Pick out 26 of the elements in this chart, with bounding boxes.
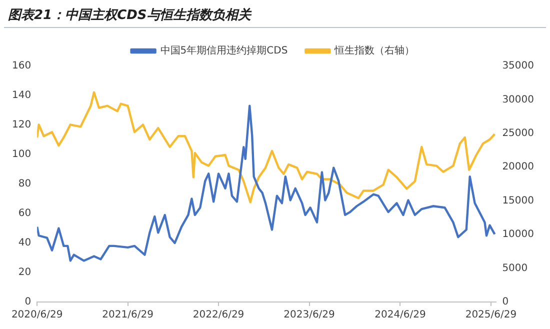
- y-tick-label: 20: [18, 267, 32, 278]
- y2-tick-label: 10000: [502, 229, 534, 240]
- chart-title: 图表21：中国主权CDS与恒生指数负相关: [7, 6, 253, 24]
- legend-label: 恒生指数（右轴）: [334, 44, 415, 57]
- y2-tick-label: 5000: [502, 262, 528, 274]
- y-tick-label: 60: [18, 208, 32, 220]
- x-tick-label: 2020/6/29: [11, 310, 63, 321]
- y2-tick-label: 20000: [502, 162, 534, 173]
- y-tick-label: 100: [12, 149, 32, 160]
- legend-label: 中国5年期信用违约掉期CDS: [160, 44, 288, 57]
- y2-tick-label: 15000: [502, 195, 534, 206]
- y-tick-label: 160: [12, 60, 32, 72]
- x-tick-label: 2021/6/29: [102, 310, 154, 321]
- y-tick-label: 140: [12, 90, 32, 102]
- x-tick-label: 2025/6/29: [465, 310, 517, 321]
- y-tick-label: 120: [12, 120, 32, 131]
- y-tick-label: 0: [24, 296, 32, 308]
- y-tick-label: 40: [18, 238, 32, 249]
- y2-tick-label: 0: [502, 296, 509, 308]
- y2-tick-label: 30000: [502, 94, 534, 106]
- x-tick-label: 2023/6/29: [284, 310, 335, 321]
- y2-tick-label: 25000: [502, 128, 534, 140]
- x-tick-label: 2024/6/29: [374, 310, 426, 321]
- y-tick-label: 80: [18, 178, 32, 190]
- x-tick-label: 2022/6/29: [192, 310, 244, 321]
- y2-tick-label: 35000: [502, 60, 534, 72]
